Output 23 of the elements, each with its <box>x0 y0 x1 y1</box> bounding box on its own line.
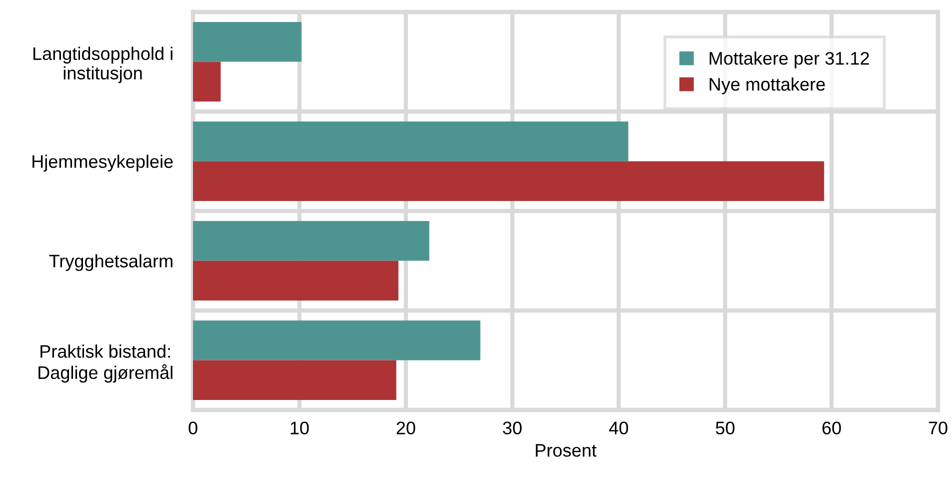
bar <box>193 360 396 400</box>
x-tick-label: 30 <box>502 422 522 434</box>
bar <box>193 62 221 102</box>
bar <box>193 121 628 162</box>
bar <box>193 220 430 261</box>
x-tick-label: 60 <box>822 422 841 434</box>
x-axis-title: Prosent <box>536 444 596 457</box>
x-tick-label: 50 <box>716 422 734 434</box>
x-tick-label: 10 <box>290 422 309 434</box>
bar <box>193 161 824 202</box>
y-tick-label: Hjemmesykepleie <box>32 154 173 172</box>
legend-label: Mottakere per 31.12 <box>710 51 869 68</box>
x-tick-label: 70 <box>928 422 948 434</box>
bar <box>193 320 480 360</box>
x-tick-label: 20 <box>396 422 416 434</box>
bar <box>193 260 398 301</box>
x-tick-label: 0 <box>188 422 198 434</box>
y-tick-label: Praktisk bistand: Daglige gjøremål <box>38 344 172 383</box>
legend-label: Nye mottakere <box>710 77 825 94</box>
x-tick-label: 40 <box>609 422 628 434</box>
bar <box>193 22 302 62</box>
y-tick-label: Trygghetsalarm <box>49 254 172 272</box>
y-tick-label: Langtidsopphold i institusjon <box>33 46 172 84</box>
